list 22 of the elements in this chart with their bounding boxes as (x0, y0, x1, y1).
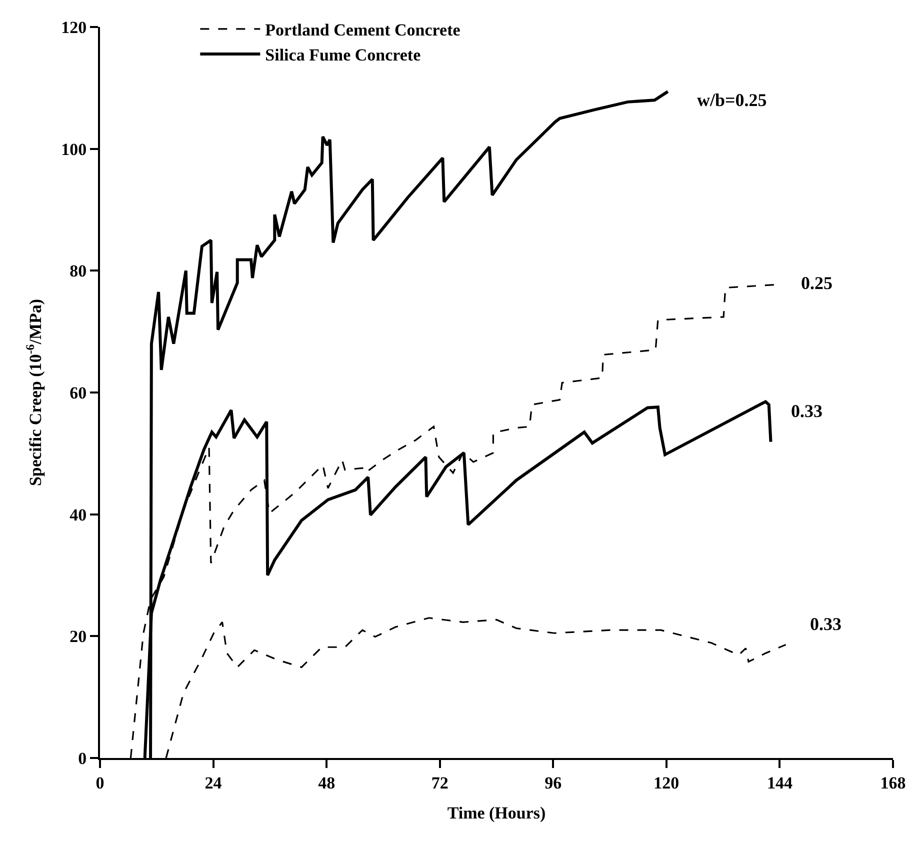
x-tick-label: 48 (318, 773, 336, 792)
annotation: 0.25 (801, 273, 832, 293)
legend-label: Silica Fume Concrete (265, 46, 422, 65)
x-tick-label: 0 (96, 773, 104, 792)
y-tick-label: 120 (61, 18, 87, 37)
x-tick-label: 144 (766, 773, 793, 792)
x-tick-label: 72 (431, 773, 448, 792)
y-tick-label: 60 (70, 383, 87, 402)
x-tick-label: 120 (654, 773, 680, 792)
x-tick-label: 24 (204, 773, 222, 792)
x-tick-label: 168 (880, 773, 906, 792)
annotation: 0.33 (791, 401, 822, 421)
y-tick-label: 40 (70, 505, 87, 524)
y-tick-label: 80 (70, 262, 87, 281)
annotation: w/b=0.25 (697, 90, 767, 110)
x-axis-title: Time (Hours) (447, 803, 546, 822)
annotation: 0.33 (810, 614, 842, 634)
y-tick-label: 20 (70, 627, 87, 646)
y-tick-label: 0 (78, 748, 87, 768)
x-tick-label: 96 (544, 773, 562, 792)
legend-label: Portland Cement Concrete (265, 20, 461, 40)
y-tick-label: 100 (61, 140, 87, 159)
